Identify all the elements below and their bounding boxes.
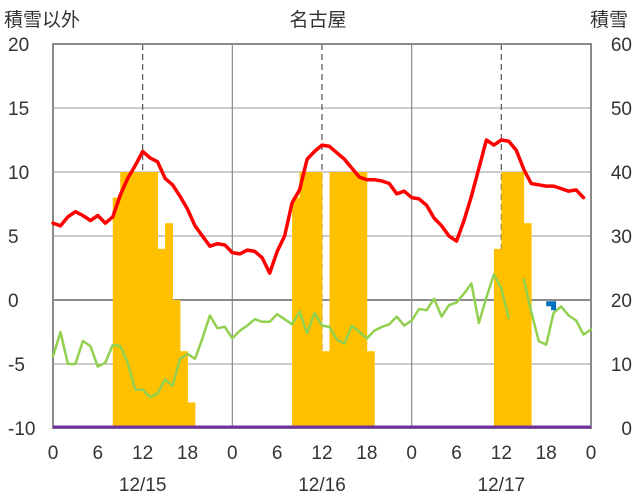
- x-tick-label: 6: [451, 443, 462, 464]
- snow-bar: [292, 197, 300, 428]
- x-tick-label: 12: [491, 443, 512, 464]
- right-tick-label: 40: [611, 163, 632, 184]
- x-tick-label: 0: [406, 443, 417, 464]
- date-label: 12/16: [298, 475, 346, 496]
- x-tick-label: 18: [536, 443, 557, 464]
- left-tick-label: 20: [8, 35, 29, 56]
- date-label: 12/17: [478, 475, 526, 496]
- left-tick-label: 10: [8, 163, 29, 184]
- snow-bar: [322, 351, 330, 428]
- snow-bar: [516, 172, 525, 428]
- green-series-line: [51, 273, 511, 399]
- right-tick-label: 50: [611, 99, 632, 120]
- snow-bar: [329, 172, 338, 428]
- snow-bar: [508, 172, 517, 428]
- x-tick-label: 0: [586, 443, 597, 464]
- snow-bar: [150, 172, 159, 428]
- right-axis-label: 積雪: [590, 9, 628, 31]
- left-tick-label: 15: [8, 99, 29, 120]
- snow-bar: [120, 172, 129, 428]
- green-series-line: [522, 278, 593, 347]
- snow-bar: [165, 223, 173, 428]
- left-tick-label: 0: [8, 291, 19, 312]
- x-tick-label: 18: [356, 443, 377, 464]
- x-tick-label: 12: [132, 443, 153, 464]
- left-tick-label: 5: [8, 227, 19, 248]
- snow-bar: [157, 248, 166, 428]
- snow-bar: [112, 197, 121, 428]
- x-tick-label: 12: [311, 443, 332, 464]
- right-tick-label: 20: [611, 291, 632, 312]
- blue-series-line: [546, 301, 557, 311]
- snow-bar: [142, 172, 151, 428]
- snow-bar: [493, 248, 502, 428]
- snow-bar: [523, 223, 532, 428]
- snow-bar: [314, 172, 323, 428]
- snow-bar: [180, 351, 188, 428]
- right-tick-label: 30: [611, 227, 632, 248]
- snow-bar: [336, 172, 345, 428]
- left-tick-label: -10: [8, 419, 35, 440]
- snow-bar: [135, 172, 144, 428]
- snow-bar: [344, 172, 353, 428]
- snow-bar: [359, 172, 368, 428]
- snow-bar: [172, 300, 181, 428]
- snow-bar: [187, 402, 196, 428]
- right-tick-label: 60: [611, 35, 632, 56]
- left-tick-label: -5: [8, 355, 25, 376]
- snow-bar: [127, 172, 136, 428]
- snow-bar: [366, 351, 375, 428]
- snow-bar: [307, 172, 315, 428]
- snow-bar: [351, 172, 360, 428]
- chart-title: 名古屋: [289, 9, 346, 31]
- snow-bar: [299, 172, 308, 428]
- right-tick-label: 0: [621, 419, 632, 440]
- x-tick-label: 18: [177, 443, 198, 464]
- left-axis-label: 積雪以外: [4, 9, 80, 31]
- x-tick-label: 6: [272, 443, 283, 464]
- x-tick-label: 0: [48, 443, 59, 464]
- date-label: 12/15: [119, 475, 167, 496]
- x-tick-label: 0: [227, 443, 238, 464]
- red-series-line: [51, 138, 586, 275]
- x-tick-label: 6: [93, 443, 104, 464]
- right-tick-label: 10: [611, 355, 632, 376]
